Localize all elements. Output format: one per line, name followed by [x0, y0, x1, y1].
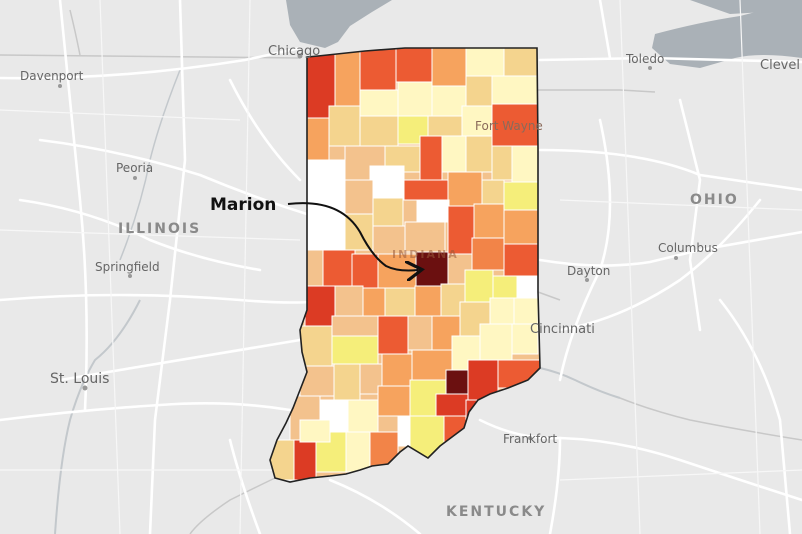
county-warren[interactable]: [304, 199, 346, 251]
county-boone[interactable]: [372, 225, 406, 255]
county-vanderburgh[interactable]: [293, 439, 317, 481]
county-henry[interactable]: [471, 237, 505, 271]
county-delaware[interactable]: [473, 203, 505, 239]
county-jefferson[interactable]: [445, 369, 469, 395]
county-sullivan[interactable]: [299, 325, 333, 367]
county-wabash[interactable]: [441, 135, 467, 173]
county-monroe[interactable]: [377, 315, 409, 355]
county-adams[interactable]: [511, 145, 539, 183]
county-dubois[interactable]: [347, 399, 379, 433]
city-dayton: Dayton: [567, 264, 610, 278]
city-fort-wayne: Fort Wayne: [475, 119, 543, 133]
state-indiana: INDIANA: [392, 248, 459, 261]
county-wells[interactable]: [491, 145, 513, 181]
county-elkhart[interactable]: [431, 48, 467, 87]
county-marshall[interactable]: [397, 81, 433, 117]
county-tippecanoe[interactable]: [344, 179, 374, 215]
county-lawrence[interactable]: [381, 353, 413, 387]
city-cleveland: Clevel: [760, 58, 800, 73]
county-pulaski[interactable]: [359, 115, 399, 147]
county-dekalb[interactable]: [491, 75, 539, 105]
indiana-state-border: [269, 47, 541, 483]
county-fayette[interactable]: [492, 275, 518, 299]
mississippi-river: [54, 299, 141, 534]
county-jasper[interactable]: [328, 105, 361, 147]
state-ohio: OHIO: [690, 192, 739, 208]
county-putnam[interactable]: [351, 253, 379, 289]
county-hamilton[interactable]: [404, 221, 446, 253]
county-clay[interactable]: [334, 285, 364, 317]
marion-callout-arrow: [287, 202, 418, 270]
city-davenport: Davenport: [20, 69, 84, 83]
county-whitley[interactable]: [461, 105, 493, 137]
county-spencer[interactable]: [345, 431, 371, 473]
lake-erie-top: [690, 0, 802, 14]
water-layer: [54, 0, 802, 534]
county-daviess[interactable]: [333, 363, 361, 401]
state-kentucky: KENTUCKY: [446, 504, 546, 520]
county-greene-n[interactable]: [331, 315, 379, 337]
county-jackson[interactable]: [411, 349, 453, 381]
city-frankfort: Frankfort: [503, 432, 557, 446]
county-grant[interactable]: [447, 171, 483, 207]
city-cincinnati: Cincinnati: [530, 322, 595, 337]
county-carroll[interactable]: [369, 165, 405, 199]
county-newton[interactable]: [304, 117, 330, 161]
city-springfield: Springfield: [95, 260, 160, 274]
county-miami[interactable]: [419, 135, 443, 181]
county-rush[interactable]: [464, 269, 494, 303]
county-parke[interactable]: [322, 249, 356, 287]
county-greene[interactable]: [331, 335, 379, 365]
county-lagrange[interactable]: [465, 48, 505, 77]
county-noble[interactable]: [465, 75, 493, 107]
county-owen[interactable]: [362, 287, 386, 317]
county-orange[interactable]: [377, 385, 411, 417]
county-laporte[interactable]: [359, 48, 397, 91]
city-markers: [58, 53, 678, 440]
county-scott[interactable]: [435, 393, 469, 417]
county-vigo[interactable]: [304, 285, 336, 327]
county-johnson[interactable]: [414, 285, 442, 317]
county-morgan[interactable]: [384, 287, 416, 317]
county-dearborn[interactable]: [511, 323, 539, 355]
state-illinois: ILLINOIS: [118, 221, 201, 237]
county-blackford[interactable]: [481, 179, 505, 205]
marion-callout-label: Marion: [210, 195, 276, 215]
city-toledo: Toledo: [625, 52, 664, 66]
city-chicago: Chicago: [268, 44, 320, 59]
lake-erie: [652, 0, 802, 68]
county-madison[interactable]: [447, 205, 475, 255]
county-jay[interactable]: [503, 181, 539, 211]
county-brown[interactable]: [407, 315, 433, 351]
lake-michigan: [286, 0, 392, 48]
county-sw-a[interactable]: [299, 419, 331, 443]
county-kosciusko[interactable]: [431, 85, 467, 117]
county-wayne[interactable]: [503, 243, 539, 277]
city-columbus: Columbus: [658, 241, 718, 255]
county-starke[interactable]: [359, 89, 399, 117]
county-union[interactable]: [516, 275, 539, 299]
county-st-joseph[interactable]: [395, 48, 433, 83]
city-st-louis: St. Louis: [50, 371, 109, 387]
county-wabash-n[interactable]: [427, 115, 463, 137]
county-benton[interactable]: [304, 159, 346, 201]
county-ripley[interactable]: [479, 323, 513, 361]
county-porter[interactable]: [334, 48, 361, 107]
county-dearborn-n[interactable]: [513, 297, 539, 325]
county-franklin[interactable]: [489, 297, 515, 325]
county-tipton[interactable]: [416, 199, 450, 223]
ohio-river: [539, 367, 621, 399]
county-howard[interactable]: [403, 179, 449, 201]
county-steuben[interactable]: [503, 48, 539, 77]
state-boundaries: [0, 9, 802, 534]
county-clinton[interactable]: [372, 197, 404, 227]
county-randolph[interactable]: [503, 209, 539, 245]
city-peoria: Peoria: [116, 161, 153, 175]
county-huntington[interactable]: [465, 135, 493, 173]
